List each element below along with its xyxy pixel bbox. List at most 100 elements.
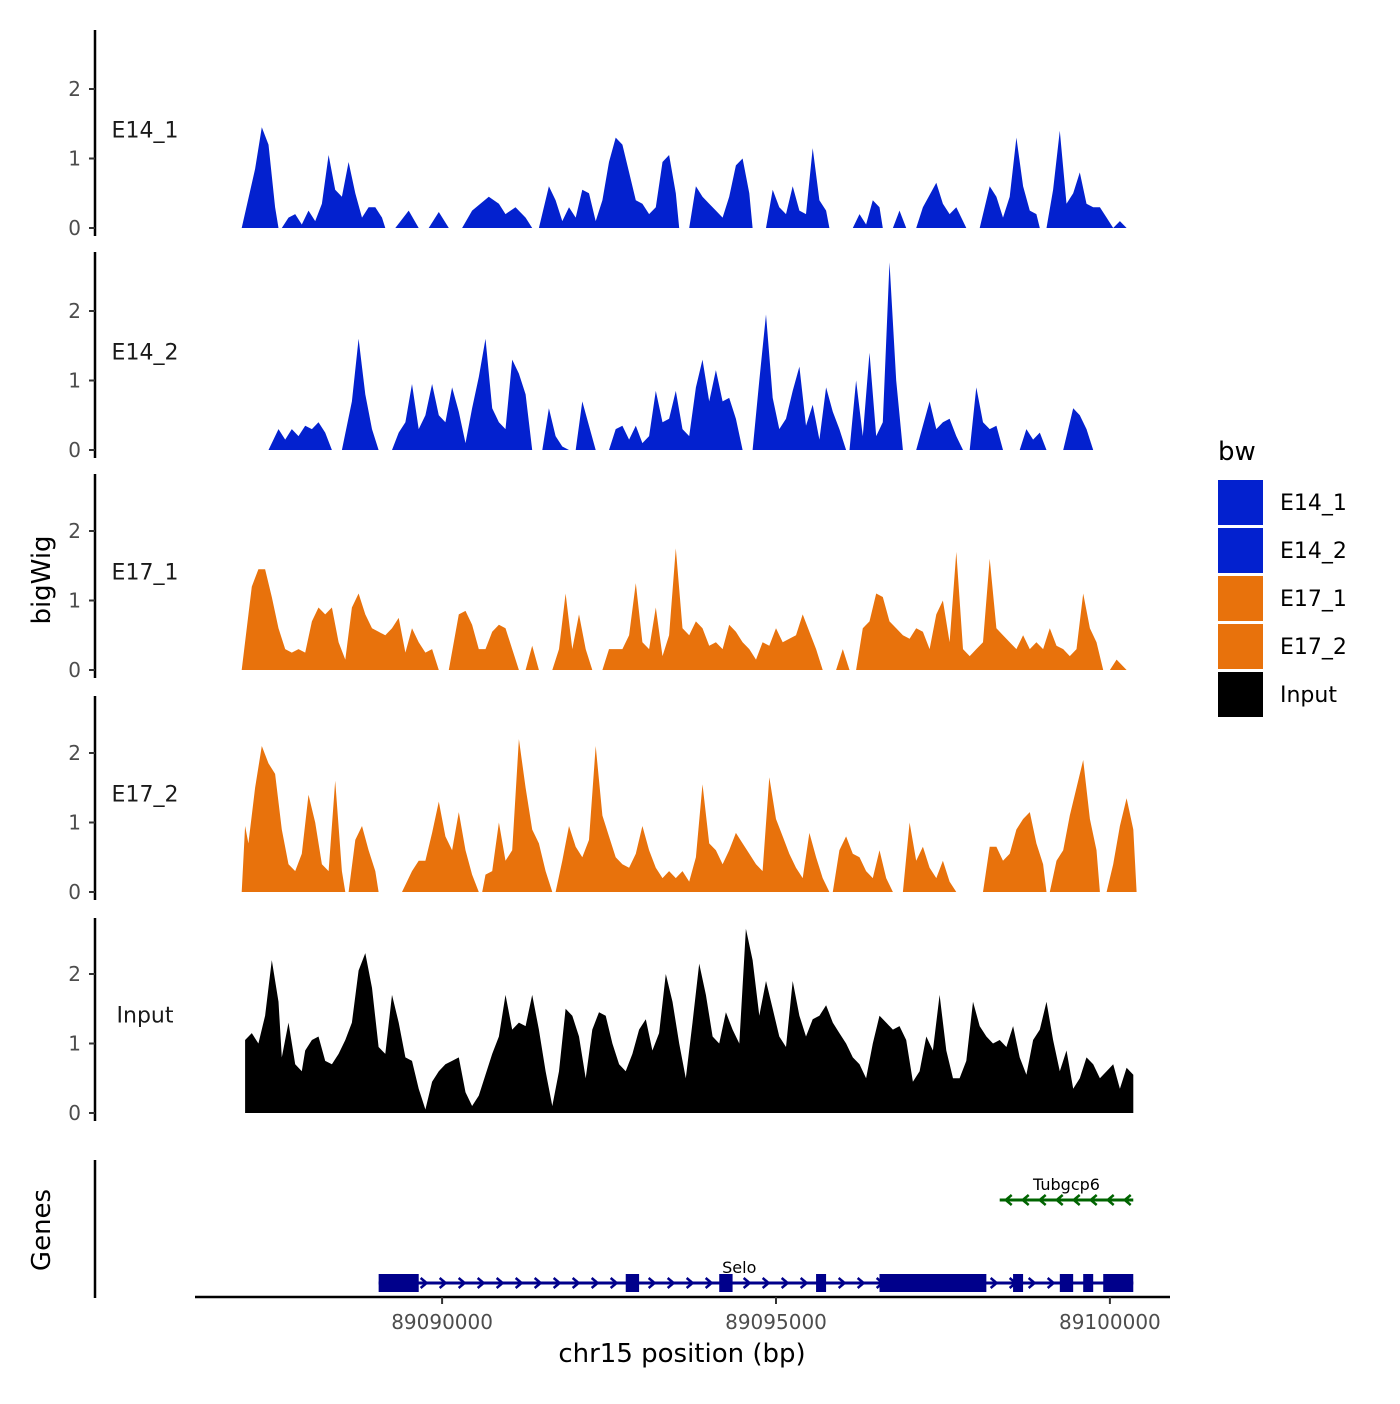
track-E17_2: 0 1 2 E17_2 <box>68 696 1137 904</box>
track-label: E17_1 <box>112 561 179 586</box>
track-label: E17_2 <box>112 783 179 808</box>
x-axis: 89090000 89095000 89100000 <box>195 1295 1170 1334</box>
strand-arrow <box>590 1277 600 1289</box>
y-tick-label: 1 <box>68 147 81 171</box>
area-segment-E17_2 <box>902 822 957 892</box>
area-segment-E14_2 <box>916 401 963 450</box>
track-Input: 0 1 2 Input <box>68 918 1134 1125</box>
legend-label-E17_2: E17_2 <box>1280 635 1347 660</box>
area-segment-E17_1 <box>241 569 439 670</box>
strand-arrow <box>1071 1194 1081 1206</box>
legend-label-E17_1: E17_1 <box>1280 587 1347 612</box>
area-segment-E14_1 <box>538 137 680 228</box>
strand-arrow <box>419 1277 429 1289</box>
strand-arrow <box>1027 1277 1037 1289</box>
area-segment-E14_1 <box>462 196 533 228</box>
area-segment-E17_2 <box>241 746 346 892</box>
gene-label: Selo <box>722 1258 756 1277</box>
legend-label-Input: Input <box>1280 683 1337 708</box>
area-segment-E14_2 <box>268 422 332 450</box>
area-segment-E14_1 <box>689 158 753 228</box>
area-segment-E17_1 <box>448 610 519 670</box>
area-segment-E14_1 <box>241 127 279 228</box>
strand-arrow <box>856 1277 866 1289</box>
track-E17_1: 0 1 2 E17_1 <box>68 474 1127 682</box>
legend-swatch-Input <box>1218 672 1263 717</box>
legend-swatch-E17_2 <box>1218 624 1263 669</box>
area-segment-E14_1 <box>428 212 449 228</box>
strand-arrow <box>571 1277 581 1289</box>
strand-arrow <box>1088 1194 1098 1206</box>
area-segment-E17_2 <box>482 739 553 892</box>
x-axis-title: chr15 position (bp) <box>558 1339 805 1369</box>
strand-arrow <box>837 1277 847 1289</box>
area-segment-E17_1 <box>1109 659 1127 670</box>
x-tick-label: 89090000 <box>391 1310 493 1334</box>
area-segment-E14_2 <box>969 387 1003 450</box>
y-axis-title: bigWig <box>27 535 57 624</box>
strand-arrow <box>761 1277 771 1289</box>
strand-arrow <box>1037 1194 1047 1206</box>
gene-label: Tubgcp6 <box>1032 1175 1100 1194</box>
track-label: E14_1 <box>112 119 179 144</box>
tracks-layer: 0 1 2 E14_1 0 1 2 E14_2 0 1 2 E17_1 0 1 2 E17_2 0 1 2 Input <box>68 30 1137 1125</box>
area-segment-E14_2 <box>1019 429 1047 450</box>
legend-label-E14_2: E14_2 <box>1280 539 1347 564</box>
strand-arrow <box>495 1277 505 1289</box>
strand-arrow <box>514 1277 524 1289</box>
exon <box>1059 1274 1074 1292</box>
y-tick-label: 0 <box>68 1101 81 1125</box>
y-tick-label: 1 <box>68 369 81 393</box>
track-E14_2: 0 1 2 E14_2 <box>68 252 1094 462</box>
genes-layer: Tubgcp6 Selo <box>93 1160 1134 1298</box>
legend-swatch-E14_1 <box>1218 480 1263 525</box>
strand-arrow <box>552 1277 562 1289</box>
strand-arrow <box>647 1277 657 1289</box>
area-segment-E14_1 <box>892 210 907 228</box>
strand-arrow <box>1020 1194 1030 1206</box>
area-segment-E17_2 <box>402 801 479 892</box>
legend: bw E14_1 E14_2 E17_1 E17_2 Input <box>1218 437 1347 717</box>
area-segment-E14_1 <box>766 148 830 228</box>
area-segment-E17_2 <box>983 812 1047 892</box>
area-segment-E14_1 <box>281 155 386 228</box>
y-tick-label: 0 <box>68 438 81 462</box>
strand-arrow <box>1122 1194 1132 1206</box>
gene-Tubgcp6: Tubgcp6 <box>999 1175 1134 1206</box>
strand-arrow <box>704 1277 714 1289</box>
strand-arrow <box>780 1277 790 1289</box>
track-E14_1: 0 1 2 E14_1 <box>68 30 1127 240</box>
strand-arrow <box>457 1277 467 1289</box>
exon <box>879 1274 987 1292</box>
area-segment-E14_2 <box>575 401 596 450</box>
y-tick-label: 2 <box>68 962 81 986</box>
track-label: Input <box>117 1004 174 1029</box>
strand-arrow <box>685 1277 695 1289</box>
area-segment-E17_2 <box>832 836 893 892</box>
strand-arrow <box>1046 1277 1056 1289</box>
y-tick-label: 2 <box>68 519 81 543</box>
exon <box>719 1274 733 1292</box>
strand-arrow <box>1054 1194 1064 1206</box>
exon <box>625 1274 640 1292</box>
y-tick-label: 0 <box>68 216 81 240</box>
area-segment-E17_1 <box>836 649 850 670</box>
strand-arrow <box>989 1277 999 1289</box>
area-segment-E17_1 <box>552 593 593 670</box>
x-tick-label: 89100000 <box>1059 1310 1161 1334</box>
strand-arrow <box>438 1277 448 1289</box>
strand-arrow <box>1105 1194 1115 1206</box>
y-tick-label: 0 <box>68 880 81 904</box>
exon <box>816 1274 827 1292</box>
exon <box>1103 1274 1134 1292</box>
area-segment-E14_2 <box>1063 408 1094 450</box>
strand-arrow <box>533 1277 543 1289</box>
strand-arrow <box>1003 1194 1013 1206</box>
area-segment-Input <box>245 928 1134 1113</box>
area-segment-E14_2 <box>542 408 569 450</box>
legend-swatch-E14_2 <box>1218 528 1263 573</box>
y-tick-label: 1 <box>68 811 81 835</box>
area-segment-E17_2 <box>1106 798 1137 892</box>
area-segment-E17_2 <box>348 826 379 892</box>
